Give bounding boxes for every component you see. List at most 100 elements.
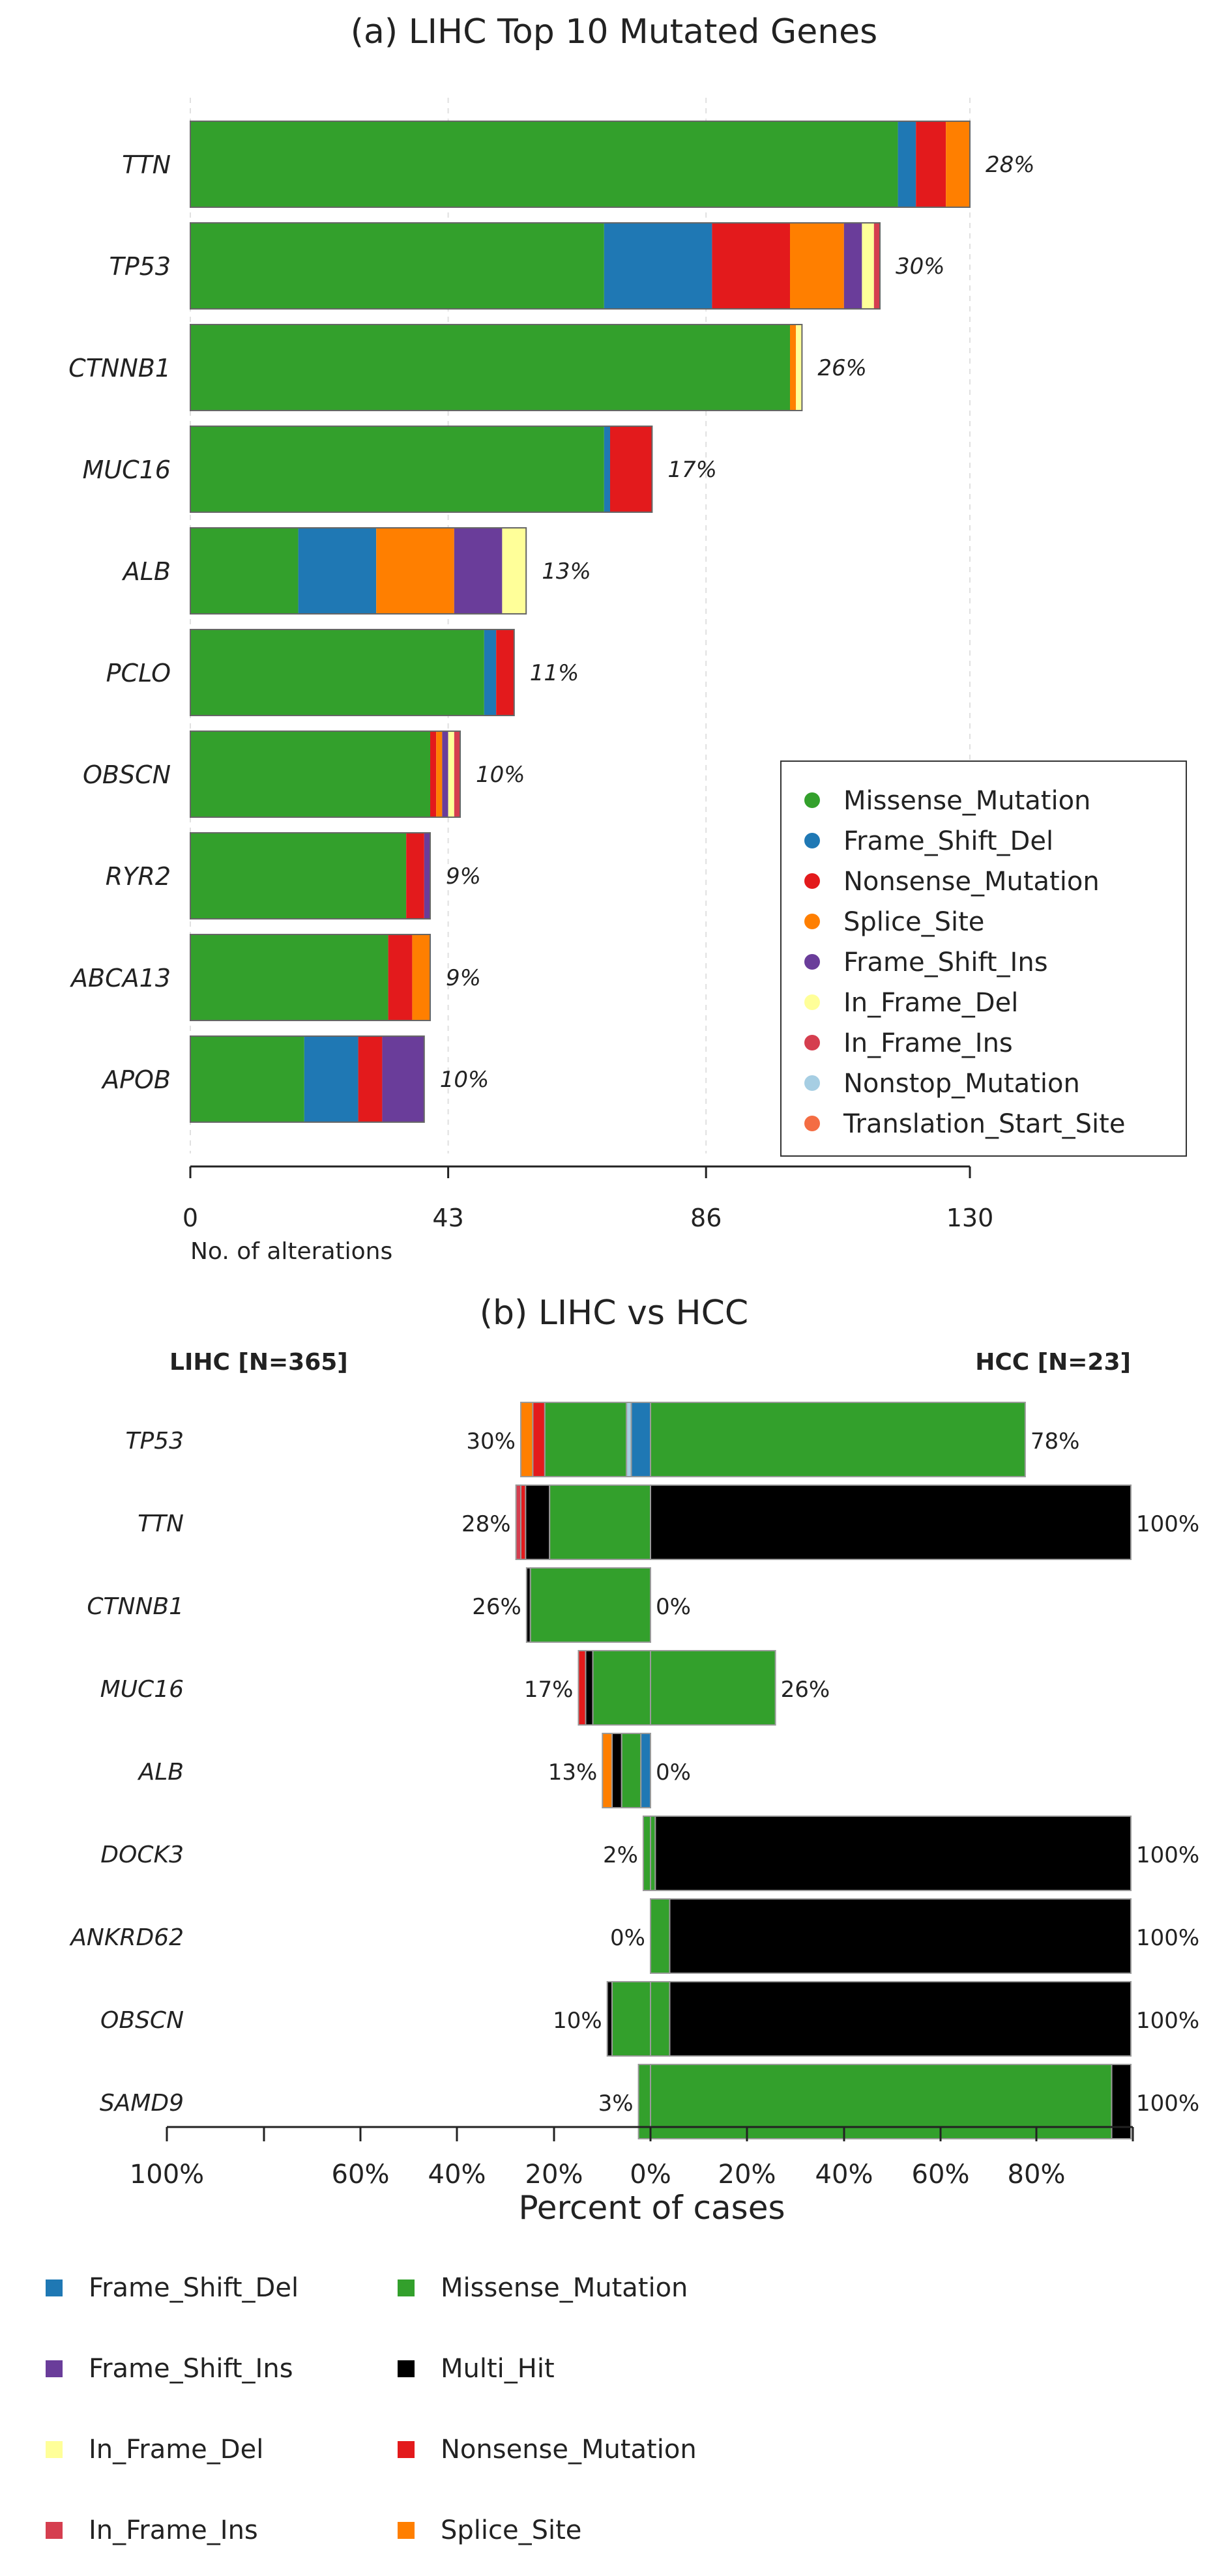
bar-segment-frame-shift-del bbox=[298, 528, 377, 614]
percent-label: 11% bbox=[530, 660, 579, 686]
percent-label: 30% bbox=[896, 253, 945, 280]
x-tick-label: 100% bbox=[130, 2160, 204, 2190]
legend-swatch bbox=[398, 2441, 415, 2458]
percent-label: 10% bbox=[440, 1067, 490, 1093]
bar-segment-missense-mutation bbox=[190, 630, 484, 716]
bar-abca13 bbox=[190, 934, 431, 1021]
bar-segment-nonsense-mutation bbox=[916, 121, 946, 207]
left-segment-frame-shift-del bbox=[630, 1402, 652, 1477]
category-label: APOB bbox=[100, 1065, 171, 1094]
bar-outline bbox=[190, 832, 431, 919]
bar-outline bbox=[190, 222, 881, 310]
panel-b-percent-labels: 30% 78% 28% 100% 26% 0% 17% 26% 13% 0% 2% 100% 0% 100… bbox=[461, 1428, 1199, 2117]
bar-segment-splice-site bbox=[946, 121, 970, 207]
bar-segment-nonsense-mutation bbox=[406, 833, 424, 919]
right-segment-multi-hit bbox=[650, 1484, 1132, 1560]
panel-b-x-axis: 100% 60% 40% 20% 0% 20% 40% 60% 80% bbox=[130, 2126, 1134, 2190]
panel-a-x-axis: 0 43 86 130 bbox=[183, 1165, 994, 1232]
bar-segment-frame-shift-del bbox=[484, 630, 497, 716]
left-segment-multi-hit bbox=[585, 1650, 594, 1726]
diverging-bar-tp53 bbox=[520, 1402, 1026, 1477]
x-tick-label: 80% bbox=[1008, 2160, 1066, 2190]
bar-segment-in-frame-ins bbox=[873, 223, 880, 309]
category-label: PCLO bbox=[106, 659, 171, 687]
panel-b: (b) LIHC vs HCC LIHC [N=365] HCC [N=23] … bbox=[46, 1294, 1199, 2545]
left-cohort-label: LIHC [N=365] bbox=[169, 1349, 348, 1376]
panel-a-title: (a) LIHC Top 10 Mutated Genes bbox=[351, 12, 878, 51]
legend-swatch bbox=[804, 1035, 820, 1050]
bar-segment-in-frame-ins bbox=[454, 731, 460, 817]
x-tick-label: 40% bbox=[428, 2160, 486, 2190]
bar-segment-nonsense-mutation bbox=[388, 934, 413, 1020]
left-percent-label: 13% bbox=[548, 1759, 598, 1786]
left-segment-missense-mutation bbox=[611, 1981, 651, 2057]
bar-segment-missense-mutation bbox=[190, 934, 388, 1020]
bar-obscn bbox=[190, 731, 461, 818]
panel-a-x-axis-label: No. of alterations bbox=[190, 1238, 392, 1265]
category-label: ALB bbox=[121, 557, 171, 586]
bar-segment-nonsense-mutation bbox=[610, 426, 652, 512]
left-segment-missense-mutation bbox=[592, 1650, 651, 1726]
legend-label: In_Frame_Del bbox=[843, 988, 1018, 1018]
bar-segment-in-frame-del bbox=[796, 325, 802, 411]
diverging-bar-ctnnb1 bbox=[525, 1567, 651, 1643]
bar-outline bbox=[190, 731, 461, 818]
category-label: TTN bbox=[138, 1511, 184, 1537]
legend-label: Multi_Hit bbox=[441, 2354, 555, 2384]
category-label: MUC16 bbox=[100, 1676, 184, 1703]
bar-segment-frame-shift-del bbox=[604, 223, 712, 309]
right-segment-multi-hit bbox=[654, 1816, 1132, 1891]
left-percent-label: 3% bbox=[598, 2091, 634, 2117]
left-segment-splice-site bbox=[602, 1733, 613, 1808]
diverging-bar-ankrd62 bbox=[650, 1898, 1132, 1974]
legend-label: In_Frame_Del bbox=[89, 2435, 263, 2465]
left-segment-in-frame-ins bbox=[515, 1484, 522, 1560]
legend-label: Splice_Site bbox=[441, 2515, 581, 2545]
left-segment-multi-hit bbox=[611, 1733, 622, 1808]
category-label: CTNNB1 bbox=[87, 1593, 184, 1620]
right-percent-label: 100% bbox=[1136, 2091, 1199, 2117]
x-tick-label: 130 bbox=[946, 1204, 994, 1232]
bar-segment-frame-shift-del bbox=[304, 1036, 358, 1122]
right-percent-label: 0% bbox=[656, 1594, 691, 1620]
percent-label: 9% bbox=[446, 863, 481, 890]
panel-a-category-labels: TTN TP53 CTNNB1 MUC16 ALB PCLO OBSCN RYR2 ABCA13… bbox=[68, 151, 171, 1094]
x-tick-label: 0 bbox=[183, 1204, 198, 1232]
right-percent-label: 100% bbox=[1136, 1511, 1199, 1537]
bar-segment-missense-mutation bbox=[190, 426, 604, 512]
bar-tp53 bbox=[190, 222, 881, 310]
percent-label: 13% bbox=[542, 558, 591, 585]
legend-swatch bbox=[804, 914, 820, 929]
panel-b-bars bbox=[515, 1402, 1132, 2139]
category-label: TTN bbox=[122, 151, 171, 179]
category-label: DOCK3 bbox=[100, 1842, 184, 1868]
category-label: TP53 bbox=[125, 1428, 184, 1454]
bar-ryr2 bbox=[190, 832, 431, 919]
bar-segment-missense-mutation bbox=[190, 833, 407, 919]
legend-swatch bbox=[804, 1075, 820, 1091]
category-label: ALB bbox=[138, 1759, 184, 1786]
x-tick-label: 60% bbox=[912, 2160, 970, 2190]
diverging-bar-obscn bbox=[606, 1981, 1132, 2057]
left-segment-splice-site bbox=[520, 1402, 534, 1477]
legend-swatch bbox=[804, 994, 820, 1010]
left-percent-label: 0% bbox=[610, 1925, 645, 1951]
bar-segment-frame-shift-ins bbox=[442, 731, 448, 817]
legend-swatch bbox=[46, 2441, 63, 2458]
right-cohort-label: HCC [N=23] bbox=[975, 1349, 1131, 1376]
left-segment-missense-mutation bbox=[621, 1733, 642, 1808]
bar-segment-nonsense-mutation bbox=[496, 630, 514, 716]
panel-a-bars bbox=[190, 121, 971, 1123]
bar-apob bbox=[190, 1035, 425, 1123]
right-segment-multi-hit bbox=[669, 1898, 1132, 1974]
percent-label: 10% bbox=[476, 762, 525, 788]
category-label: TP53 bbox=[110, 252, 171, 281]
bar-muc16 bbox=[190, 426, 653, 513]
left-segment-missense-mutation bbox=[529, 1567, 651, 1643]
right-segment-missense-mutation bbox=[650, 1402, 1026, 1477]
left-segment-missense-mutation bbox=[544, 1402, 628, 1477]
legend-label: Frame_Shift_Del bbox=[89, 2273, 299, 2303]
right-percent-label: 78% bbox=[1031, 1428, 1080, 1454]
legend-swatch bbox=[46, 2279, 63, 2296]
right-percent-label: 26% bbox=[781, 1677, 830, 1703]
